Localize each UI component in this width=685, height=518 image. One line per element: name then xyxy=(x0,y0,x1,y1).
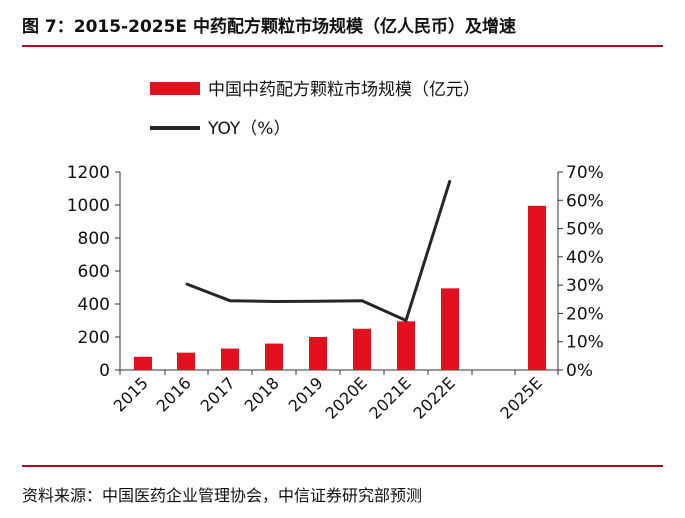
x-tick-label: 2015 xyxy=(110,373,152,415)
left-tick-label: 800 xyxy=(78,229,110,249)
line-series xyxy=(185,179,452,323)
right-tick-label: 20% xyxy=(566,304,604,324)
left-tick-label: 200 xyxy=(78,328,110,348)
yoy-point-2016 xyxy=(185,283,187,285)
x-tick-label: 2020E xyxy=(321,373,370,422)
title-divider xyxy=(22,45,663,47)
x-tick-label: 2021E xyxy=(365,373,414,422)
x-tick-label: 2022E xyxy=(409,373,458,422)
bar-2025E xyxy=(528,205,546,370)
chart-title: 图 7：2015-2025E 中药配方颗粒市场规模（亿人民币）及增速 xyxy=(22,17,516,37)
legend-line-label: YOY（%） xyxy=(207,119,290,139)
yoy-point-2021E xyxy=(405,320,407,321)
legend-bar-label: 中国中药配方颗粒市场规模（亿元） xyxy=(208,80,480,100)
yoy-point-2018 xyxy=(273,301,275,303)
yoy-point-2022E xyxy=(449,179,451,181)
right-tick-label: 0% xyxy=(566,361,593,381)
yoy-point-2017 xyxy=(229,300,231,302)
bar-2022E xyxy=(441,288,459,370)
right-tick-label: 70% xyxy=(566,163,604,183)
bar-2019 xyxy=(309,337,327,370)
x-tick-label: 2018 xyxy=(241,373,283,415)
yoy-line xyxy=(185,180,452,323)
bar-series xyxy=(134,205,546,370)
left-tick-label: 600 xyxy=(78,262,110,282)
right-tick-label: 40% xyxy=(566,248,604,268)
bar-2018 xyxy=(265,343,283,370)
yoy-point-2020E xyxy=(361,300,363,302)
bar-2016 xyxy=(177,352,195,370)
right-tick-label: 30% xyxy=(566,276,604,296)
bar-2021E xyxy=(397,321,415,370)
yoy-point-2019 xyxy=(317,300,319,302)
x-tick-label: 2016 xyxy=(153,373,195,415)
legend-bar-swatch xyxy=(150,82,200,95)
right-tick-label: 10% xyxy=(566,333,604,353)
left-tick-label: 1200 xyxy=(67,163,110,183)
left-tick-label: 1000 xyxy=(67,196,110,216)
bar-2015 xyxy=(134,356,152,370)
x-tick-label: 2025E xyxy=(496,373,545,422)
x-tick-label: 2017 xyxy=(197,373,239,415)
axes: 0 200 400 600 800 1000 1200 0% 10% 20% 30% 40% 50% 60… xyxy=(67,163,604,423)
legend: 中国中药配方颗粒市场规模（亿元） YOY（%） xyxy=(150,80,480,139)
source-divider xyxy=(22,465,663,467)
chart: 中国中药配方颗粒市场规模（亿元） YOY（%） 0 200 400 600 800 1000… xyxy=(67,80,604,423)
source-note: 资料来源：中国医药企业管理协会，中信证券研究部预测 xyxy=(22,486,423,505)
bar-2017 xyxy=(221,348,239,370)
left-tick-label: 0 xyxy=(99,361,110,381)
right-tick-label: 60% xyxy=(566,191,604,211)
left-tick-label: 400 xyxy=(78,295,110,315)
bar-2020E xyxy=(353,328,371,370)
right-tick-label: 50% xyxy=(566,220,604,240)
